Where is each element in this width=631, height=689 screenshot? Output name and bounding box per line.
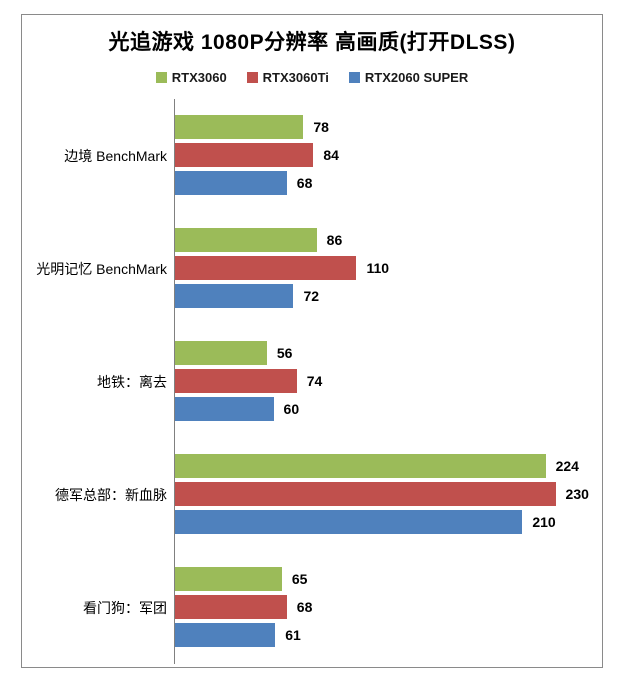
data-label: 230 [565,486,589,502]
category-label: 地铁：离去 [97,373,167,390]
data-label: 74 [306,373,323,389]
chart-frame: 光追游戏 1080P分辨率 高画质(打开DLSS) RTX3060 RTX3060… [21,14,603,668]
bar-rtx3060ti [174,482,556,506]
chart-title: 光追游戏 1080P分辨率 高画质(打开DLSS) [108,31,516,54]
bar-rtx3060ti [174,369,297,393]
category-label: 光明记忆 BenchMark [36,260,167,277]
data-label: 61 [285,627,301,643]
bar-rtx2060-super [174,171,287,195]
bar-line: 78 [174,115,602,139]
data-label: 68 [296,175,313,191]
bar-rtx3060ti [174,143,314,167]
data-label: 60 [283,401,300,417]
legend-swatch-icon [155,72,167,83]
bar-rtx3060 [174,228,317,252]
bar-rtx2060-super [174,397,274,421]
legend-swatch-icon [348,72,360,83]
legend: RTX3060 RTX3060Ti RTX2060 SUPER [22,70,602,85]
category-label: 看门狗：军团 [83,599,167,616]
legend-label: RTX3060 [171,70,227,85]
bar-line: 56 [174,341,602,365]
bar-rtx2060-super [174,510,523,534]
bar-rtx2060-super [174,284,294,308]
data-label: 65 [291,571,308,587]
legend-label: RTX3060Ti [262,70,329,85]
bar-line: 230 [174,482,602,506]
data-label: 224 [555,458,579,474]
legend-item: RTX2060 SUPER [348,70,469,85]
data-label: 110 [366,260,390,276]
legend-swatch-icon [246,72,258,83]
bar-line: 224 [174,454,602,478]
legend-item: RTX3060Ti [246,70,329,85]
bar-rtx3060ti [174,595,287,619]
bar-rtx3060 [174,115,304,139]
bar-line: 72 [174,284,602,308]
bar-line: 74 [174,369,602,393]
category-group: 边境 BenchMark 78 84 68 [22,99,602,212]
category-group: 德军总部：新血脉 224 230 210 [22,438,602,551]
data-label: 68 [296,599,313,615]
legend-item: RTX3060 [155,70,227,85]
bar-group: 86 110 72 [174,212,602,325]
bar-group: 224 230 210 [174,438,602,551]
bar-group: 65 68 61 [174,551,602,664]
bar-line: 110 [174,256,602,280]
bar-line: 61 [174,623,602,647]
bar-line: 210 [174,510,602,534]
bar-line: 68 [174,595,602,619]
bar-group: 78 84 68 [174,99,602,212]
bar-rtx2060-super [174,623,276,647]
data-label: 86 [326,232,343,248]
bar-group: 56 74 60 [174,325,602,438]
data-label: 72 [303,288,320,304]
data-label: 84 [323,147,339,163]
category-group: 光明记忆 BenchMark 86 110 72 [22,212,602,325]
bar-rtx3060ti [174,256,357,280]
bar-line: 84 [174,143,602,167]
bar-rtx3060 [174,567,282,591]
bar-line: 86 [174,228,602,252]
category-axis-line [174,99,175,664]
category-group: 看门狗：军团 65 68 61 [22,551,602,664]
category-group: 地铁：离去 56 74 60 [22,325,602,438]
data-label: 78 [313,119,329,135]
category-label: 边境 BenchMark [64,147,167,164]
bar-rtx3060 [174,341,267,365]
bar-line: 60 [174,397,602,421]
bar-rtx3060 [174,454,546,478]
plot-area: 边境 BenchMark 78 84 68 光明记忆 BenchMark 86 110 72 地… [22,99,602,664]
bar-line: 68 [174,171,602,195]
data-label: 56 [276,345,293,361]
data-label: 210 [532,514,556,530]
bar-line: 65 [174,567,602,591]
legend-label: RTX2060 SUPER [364,70,469,85]
category-label: 德军总部：新血脉 [55,486,167,503]
